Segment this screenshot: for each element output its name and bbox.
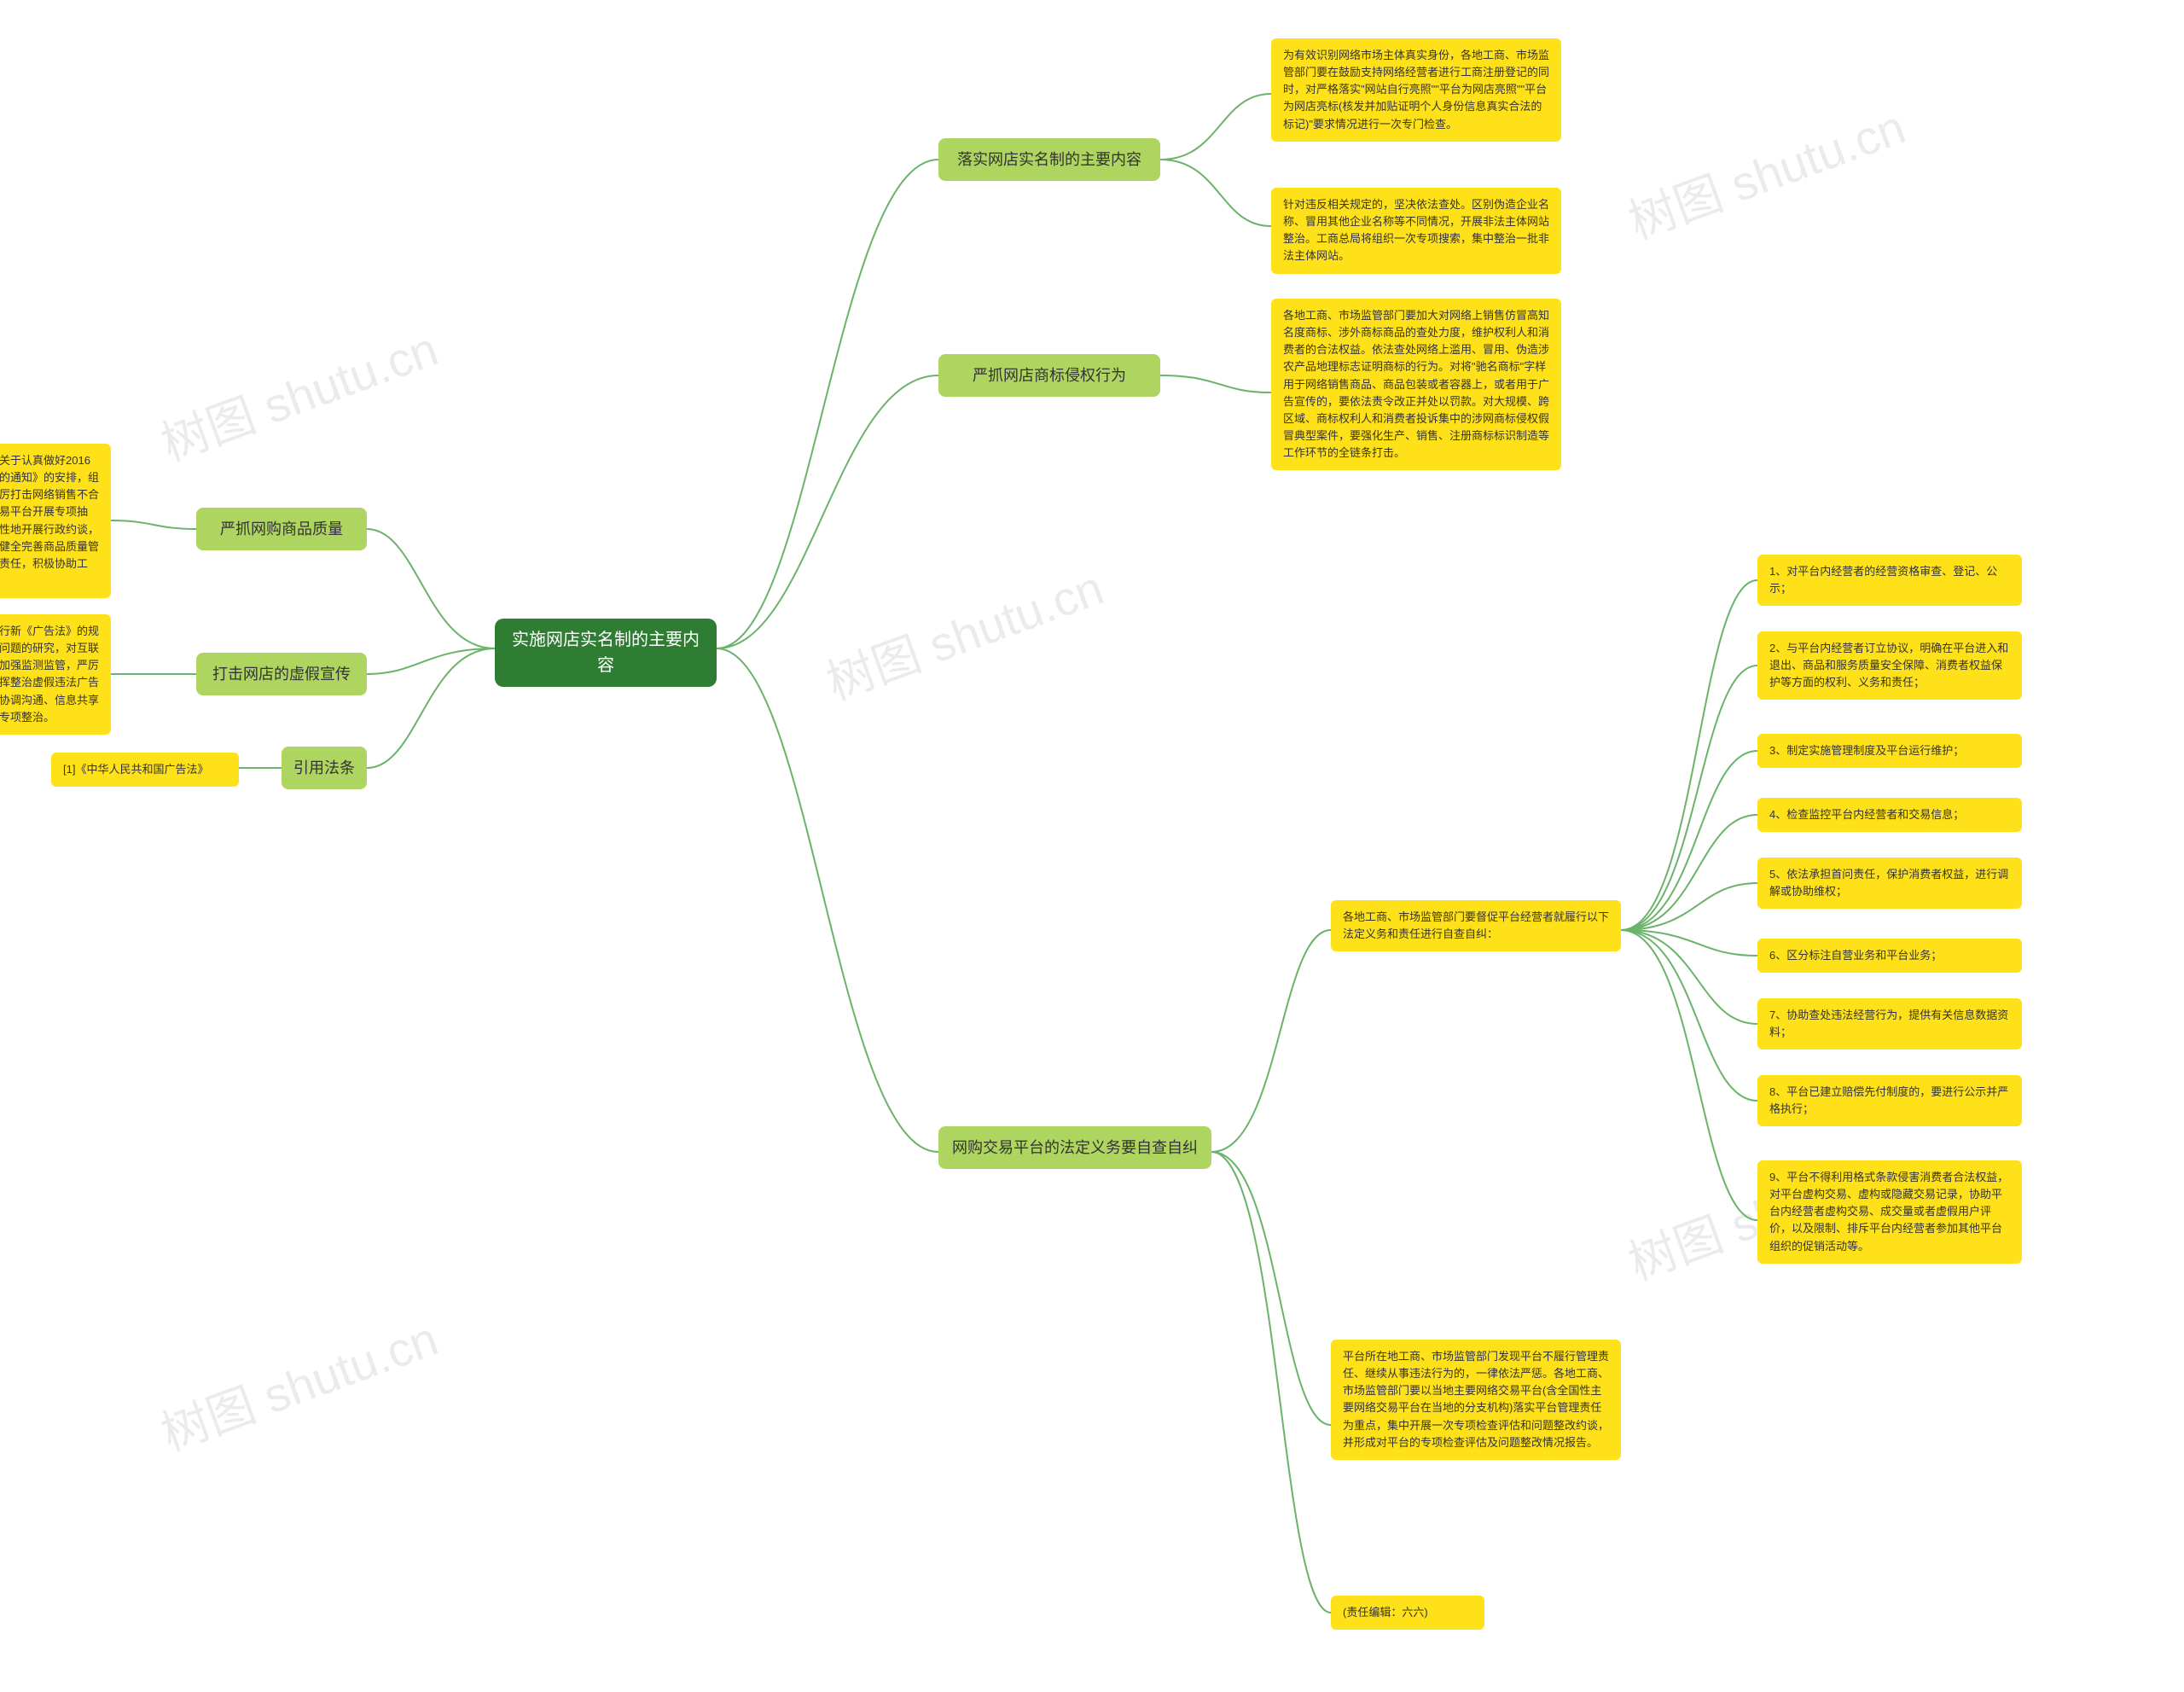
leaf-real-name-2[interactable]: 针对违反相关规定的，坚决依法查处。区别伪造企业名称、冒用其他企业名称等不同情况，… [1271,188,1561,274]
branch-real-name[interactable]: 落实网店实名制的主要内容 [938,138,1160,181]
root-label: 实施网店实名制的主要内容 [507,627,705,678]
leaf-text: 各地工商、市场监管部门要按照《关于认真做好2016年流通领域商品质量抽查检验工作… [0,452,99,590]
branch-label: 网购交易平台的法定义务要自查自纠 [952,1137,1198,1160]
leaf-text: 为有效识别网络市场主体真实身份，各地工商、市场监管部门要在鼓励支持网络经营者进行… [1283,47,1549,133]
leaf-editor[interactable]: (责任编辑：六六) [1331,1596,1484,1630]
branch-label: 落实网店实名制的主要内容 [957,148,1141,172]
leaf-text: (责任编辑：六六) [1343,1604,1428,1621]
leaf-duty-5[interactable]: 5、依法承担首问责任，保护消费者权益，进行调解或协助维权； [1757,858,2022,909]
branch-platform-sub[interactable]: 各地工商、市场监管部门要督促平台经营者就履行以下法定义务和责任进行自查自纠： [1331,900,1621,951]
leaf-text: 各地工商、市场监管部门要督促平台经营者就履行以下法定义务和责任进行自查自纠： [1343,909,1609,943]
leaf-text: 2、与平台内经营者订立协议，明确在平台进入和退出、商品和服务质量安全保障、消费者… [1769,640,2010,691]
leaf-text: 9、平台不得利用格式条款侵害消费者合法权益，对平台虚构交易、虚构或隐藏交易记录，… [1769,1169,2010,1255]
branch-label: 严抓网购商品质量 [220,518,343,541]
leaf-duty-8[interactable]: 8、平台已建立赔偿先付制度的，要进行公示并严格执行； [1757,1075,2022,1126]
leaf-text: [1]《中华人民共和国广告法》 [63,761,208,778]
leaf-real-name-1[interactable]: 为有效识别网络市场主体真实身份，各地工商、市场监管部门要在鼓励支持网络经营者进行… [1271,38,1561,142]
branch-quality[interactable]: 严抓网购商品质量 [196,508,367,550]
watermark: 树图 shutu.cn [816,549,1112,713]
branch-false-ad[interactable]: 打击网店的虚假宣传 [196,653,367,695]
leaf-trademark[interactable]: 各地工商、市场监管部门要加大对网络上销售仿冒高知名度商标、涉外商标商品的查处力度… [1271,299,1561,470]
leaf-text: 5、依法承担首问责任，保护消费者权益，进行调解或协助维权； [1769,866,2010,900]
leaf-duty-3[interactable]: 3、制定实施管理制度及平台运行维护； [1757,734,2022,768]
watermark: 树图 shutu.cn [1618,89,1914,253]
leaf-duty-6[interactable]: 6、区分标注自营业务和平台业务； [1757,939,2022,973]
leaf-text: 各地工商、市场监管部门要加大对网络上销售仿冒高知名度商标、涉外商标商品的查处力度… [1283,307,1549,462]
branch-label: 打击网店的虚假宣传 [212,663,351,686]
leaf-text: 4、检查监控平台内经营者和交易信息； [1769,806,1964,823]
leaf-duty-4[interactable]: 4、检查监控平台内经营者和交易信息； [1757,798,2022,832]
leaf-text: 7、协助查处违法经营行为，提供有关信息数据资料； [1769,1007,2010,1041]
leaf-duty-7[interactable]: 7、协助查处违法经营行为，提供有关信息数据资料； [1757,998,2022,1050]
mindmap-connectors [0,0,2184,1692]
leaf-text: 各地工商、市场监管部门要严格执行新《广告法》的规定，认真加强对监督执法热点难点问… [0,623,99,726]
branch-label: 引用法条 [293,757,355,780]
leaf-citation[interactable]: [1]《中华人民共和国广告法》 [51,753,239,787]
branch-label: 严抓网店商标侵权行为 [973,364,1126,387]
branch-citation[interactable]: 引用法条 [282,747,367,789]
watermark: 树图 shutu.cn [150,1300,446,1464]
leaf-text: 8、平台已建立赔偿先付制度的，要进行公示并严格执行； [1769,1084,2010,1118]
watermark: 树图 shutu.cn [150,311,446,474]
leaf-duty-9[interactable]: 9、平台不得利用格式条款侵害消费者合法权益，对平台虚构交易、虚构或隐藏交易记录，… [1757,1160,2022,1264]
leaf-duty-2[interactable]: 2、与平台内经营者订立协议，明确在平台进入和退出、商品和服务质量安全保障、消费者… [1757,631,2022,700]
leaf-text: 6、区分标注自营业务和平台业务； [1769,947,1942,964]
root-node[interactable]: 实施网店实名制的主要内容 [495,619,717,687]
leaf-platform-report[interactable]: 平台所在地工商、市场监管部门发现平台不履行管理责任、继续从事违法行为的，一律依法… [1331,1340,1621,1460]
leaf-quality[interactable]: 各地工商、市场监管部门要按照《关于认真做好2016年流通领域商品质量抽查检验工作… [0,444,111,598]
branch-trademark[interactable]: 严抓网店商标侵权行为 [938,354,1160,397]
leaf-text: 1、对平台内经营者的经营资格审查、登记、公示； [1769,563,2010,597]
leaf-false-ad[interactable]: 各地工商、市场监管部门要严格执行新《广告法》的规定，认真加强对监督执法热点难点问… [0,614,111,735]
leaf-text: 平台所在地工商、市场监管部门发现平台不履行管理责任、继续从事违法行为的，一律依法… [1343,1348,1609,1451]
leaf-text: 针对违反相关规定的，坚决依法查处。区别伪造企业名称、冒用其他企业名称等不同情况，… [1283,196,1549,265]
branch-platform-duty[interactable]: 网购交易平台的法定义务要自查自纠 [938,1126,1211,1169]
leaf-duty-1[interactable]: 1、对平台内经营者的经营资格审查、登记、公示； [1757,555,2022,606]
leaf-text: 3、制定实施管理制度及平台运行维护； [1769,742,1964,759]
